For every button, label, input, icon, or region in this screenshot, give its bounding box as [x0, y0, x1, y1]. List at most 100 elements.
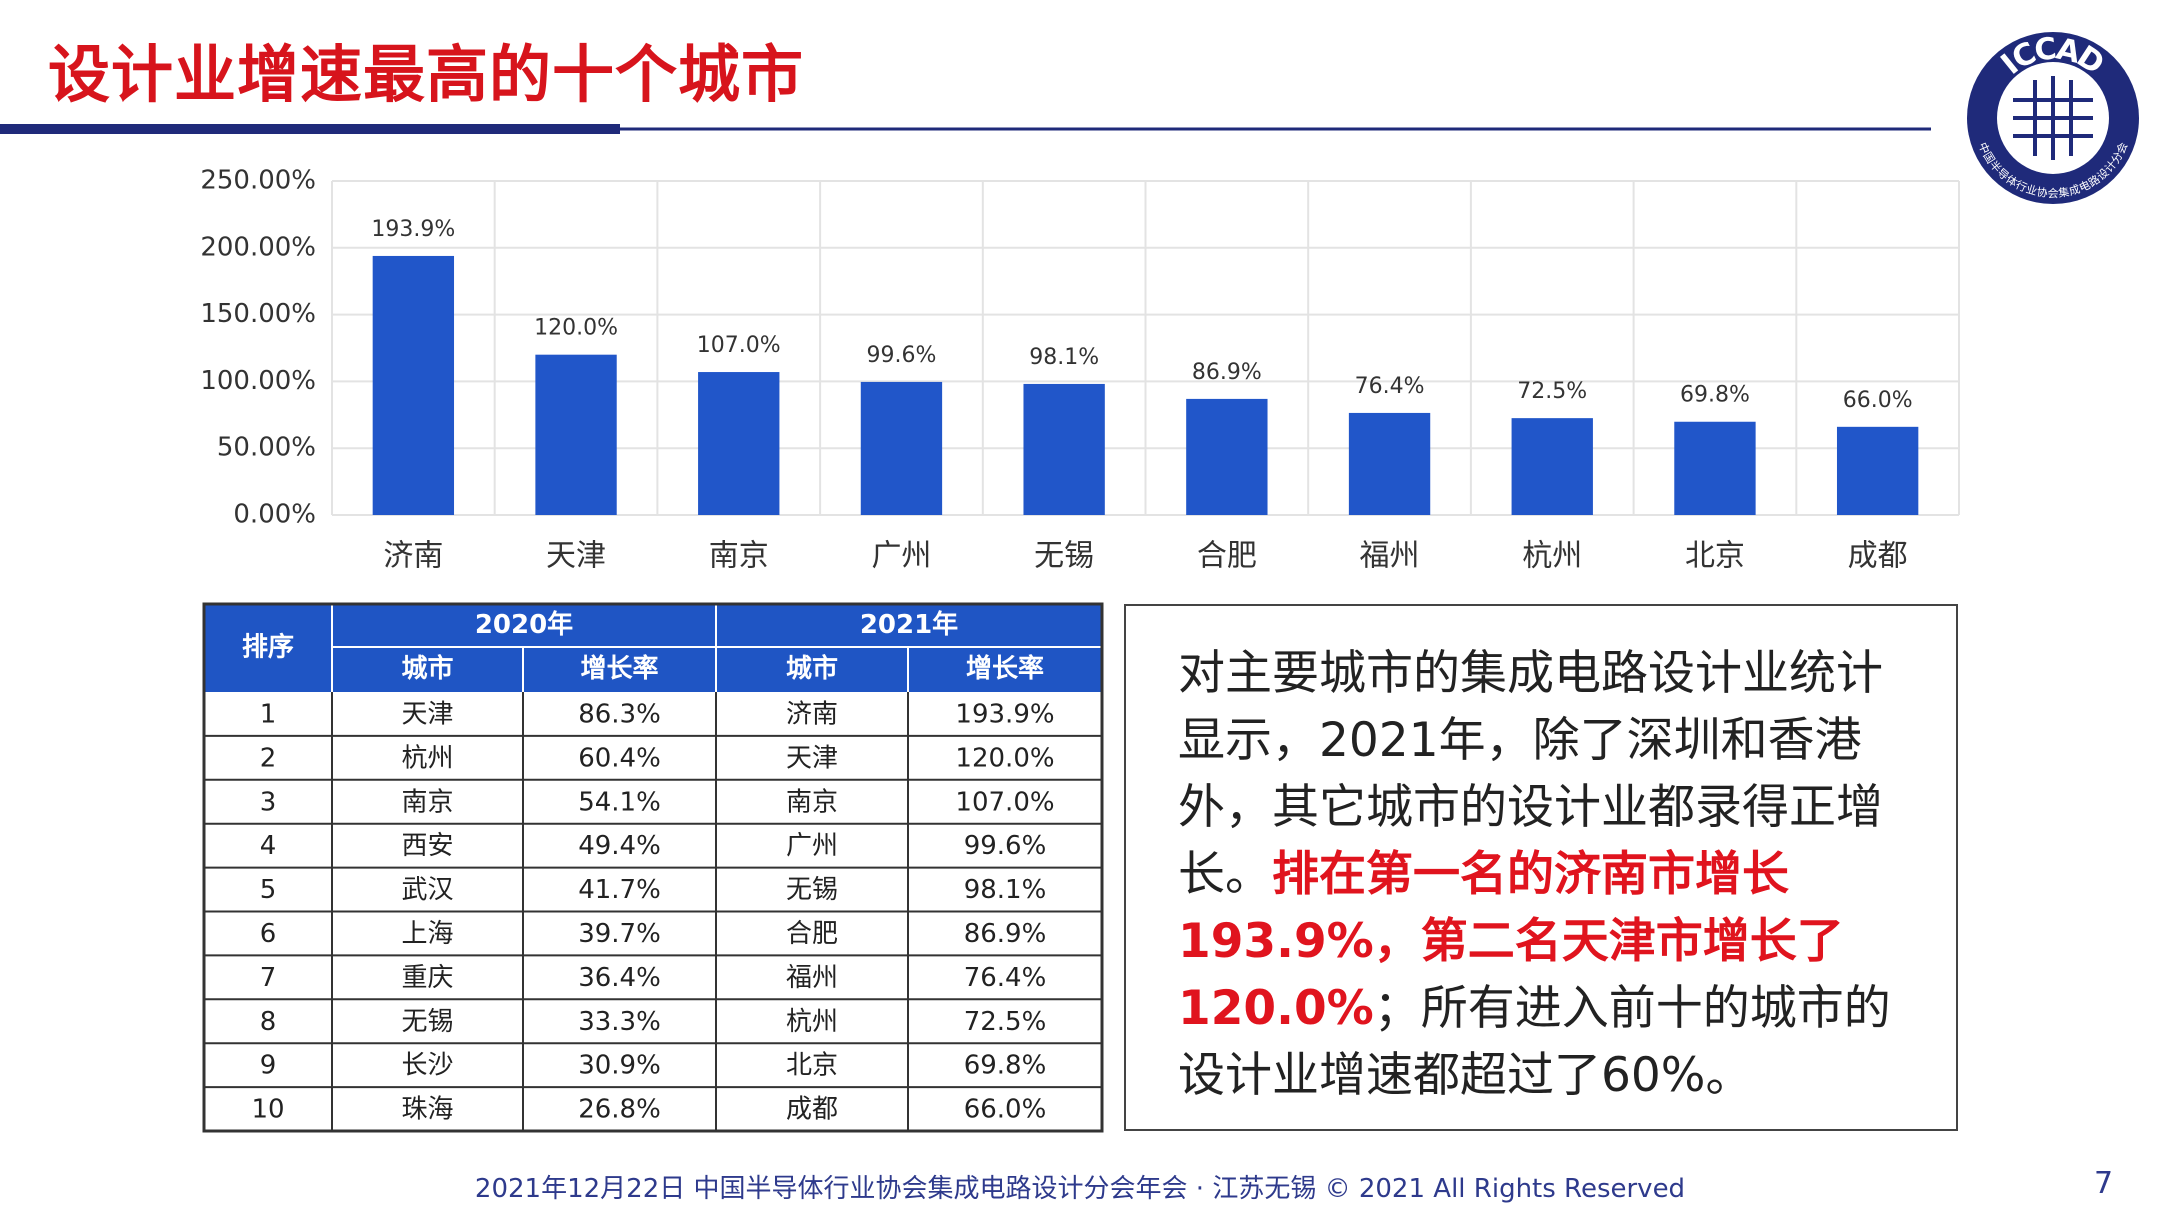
x-tick-label: 天津: [546, 539, 606, 574]
table-cell: 武汉: [401, 875, 453, 905]
table-cell: 无锡: [786, 875, 838, 905]
bar: [535, 354, 617, 515]
table-cell: 120.0%: [955, 743, 1054, 773]
bar: [1023, 383, 1105, 515]
table-cell: 10: [251, 1095, 284, 1125]
table-cell: 7: [260, 963, 277, 993]
table-cell: 5: [260, 875, 277, 905]
bar: [1511, 418, 1593, 515]
y-tick-label: 0.00%: [233, 500, 316, 530]
table-cell: 60.4%: [578, 743, 661, 773]
bar: [1674, 421, 1756, 515]
table-group-header: 2020年: [475, 609, 573, 640]
table-cell: 天津: [401, 699, 453, 729]
y-tick-label: 50.00%: [217, 433, 316, 463]
table-cell: 8: [260, 1007, 277, 1037]
note-text: 对主要城市的集成电路设计业统计显示，2021年，除了深圳和香港外，其它城市的设计…: [1178, 646, 1883, 902]
bar: [372, 255, 455, 516]
table-cell: 珠海: [401, 1095, 453, 1125]
table-cell: 3: [260, 787, 277, 817]
value-label: 76.4%: [1355, 374, 1425, 399]
table-cell: 72.5%: [964, 1007, 1047, 1037]
value-label: 99.6%: [867, 343, 937, 368]
table-cell: 南京: [786, 787, 838, 817]
table-cell: 36.4%: [578, 963, 661, 993]
y-tick-label: 100.00%: [200, 366, 316, 396]
table-group-header: 2021年: [860, 609, 958, 640]
table-cell: 76.4%: [964, 963, 1047, 993]
table-cell: 99.6%: [964, 831, 1047, 861]
value-label: 98.1%: [1029, 345, 1099, 370]
value-label: 72.5%: [1517, 379, 1587, 404]
table-border: [202, 602, 1104, 1133]
note-text: 对主要城市的集成电路设计业统计显示，2021年，除了深圳和香港外，其它城市的设计…: [1178, 640, 1923, 1109]
logo: ICCAD 中国半导体行业协会集成电路设计分会: [1967, 31, 2139, 204]
table-cell: 合肥: [786, 919, 838, 949]
table-cell: 成都: [786, 1095, 838, 1125]
note-highlight: 排在第一名的济南市增长193.9%，第二名天津市增长了120.0%: [1178, 847, 1844, 1036]
table-cell: 30.9%: [578, 1051, 661, 1081]
table-cell: 杭州: [401, 743, 453, 773]
page-number: 7: [2094, 1166, 2114, 1201]
value-label: 69.8%: [1680, 383, 1750, 408]
bar: [860, 381, 943, 515]
table-cell: 33.3%: [578, 1007, 661, 1037]
table-cell: 107.0%: [955, 787, 1054, 817]
value-label: 107.0%: [697, 333, 781, 358]
x-tick-label: 无锡: [1034, 539, 1094, 574]
value-label: 120.0%: [534, 316, 618, 341]
table-cell: 天津: [786, 743, 838, 773]
table-cell: 69.8%: [964, 1051, 1047, 1081]
table-cell: 南京: [401, 787, 453, 817]
table-column-header: 城市: [401, 653, 453, 684]
table-header: 排序: [242, 632, 294, 663]
table-cell: 北京: [786, 1051, 838, 1081]
value-label: 66.0%: [1843, 388, 1913, 413]
table-cell: 26.8%: [578, 1095, 661, 1125]
x-tick-label: 南京: [709, 539, 769, 574]
x-tick-label: 济南: [383, 539, 443, 574]
table-cell: 重庆: [401, 963, 453, 993]
table-cell: 福州: [786, 963, 838, 993]
table-cell: 39.7%: [578, 919, 661, 949]
table-cell: 上海: [401, 919, 453, 949]
bar: [1836, 426, 1919, 515]
table-cell: 2: [260, 743, 277, 773]
value-label: 193.9%: [371, 217, 455, 242]
table-cell: 86.9%: [964, 919, 1047, 949]
header-bar: [0, 124, 620, 134]
x-tick-label: 广州: [871, 539, 931, 574]
y-tick-label: 200.00%: [200, 232, 316, 262]
bar: [1186, 398, 1268, 515]
footer: 2021年12月22日 中国半导体行业协会集成电路设计分会年会 · 江苏无锡 ©…: [474, 1174, 1686, 1204]
table-cell: 1: [260, 699, 277, 729]
x-tick-label: 合肥: [1197, 539, 1257, 574]
table-cell: 6: [260, 919, 277, 949]
note-text: ；所有进入前十的城市的设计业增速都超过了60%。: [1178, 981, 1891, 1103]
table-cell: 4: [260, 831, 277, 861]
table-cell: 193.9%: [955, 699, 1054, 729]
y-tick-label: 150.00%: [200, 299, 316, 329]
table-column-header: 城市: [786, 653, 838, 684]
table-cell: 41.7%: [578, 875, 661, 905]
note-box: 对主要城市的集成电路设计业统计显示，2021年，除了深圳和香港外，其它城市的设计…: [1124, 604, 1958, 1131]
bar: [698, 372, 780, 515]
table-cell: 杭州: [786, 1007, 838, 1037]
x-tick-label: 杭州: [1522, 539, 1582, 574]
value-label: 86.9%: [1192, 360, 1262, 385]
slide-title: 设计业增速最高的十个城市: [48, 38, 805, 111]
x-tick-label: 北京: [1685, 539, 1745, 574]
table-column-header: 增长率: [580, 653, 658, 684]
table-cell: 无锡: [401, 1007, 453, 1037]
table-cell: 广州: [786, 831, 838, 861]
table-cell: 长沙: [401, 1051, 453, 1081]
table-cell: 9: [260, 1051, 277, 1081]
table-cell: 98.1%: [964, 875, 1047, 905]
table-cell: 西安: [401, 831, 453, 861]
table-cell: 66.0%: [964, 1095, 1047, 1125]
table-cell: 86.3%: [578, 699, 661, 729]
table-cell: 54.1%: [578, 787, 661, 817]
table-column-header: 增长率: [966, 653, 1044, 684]
